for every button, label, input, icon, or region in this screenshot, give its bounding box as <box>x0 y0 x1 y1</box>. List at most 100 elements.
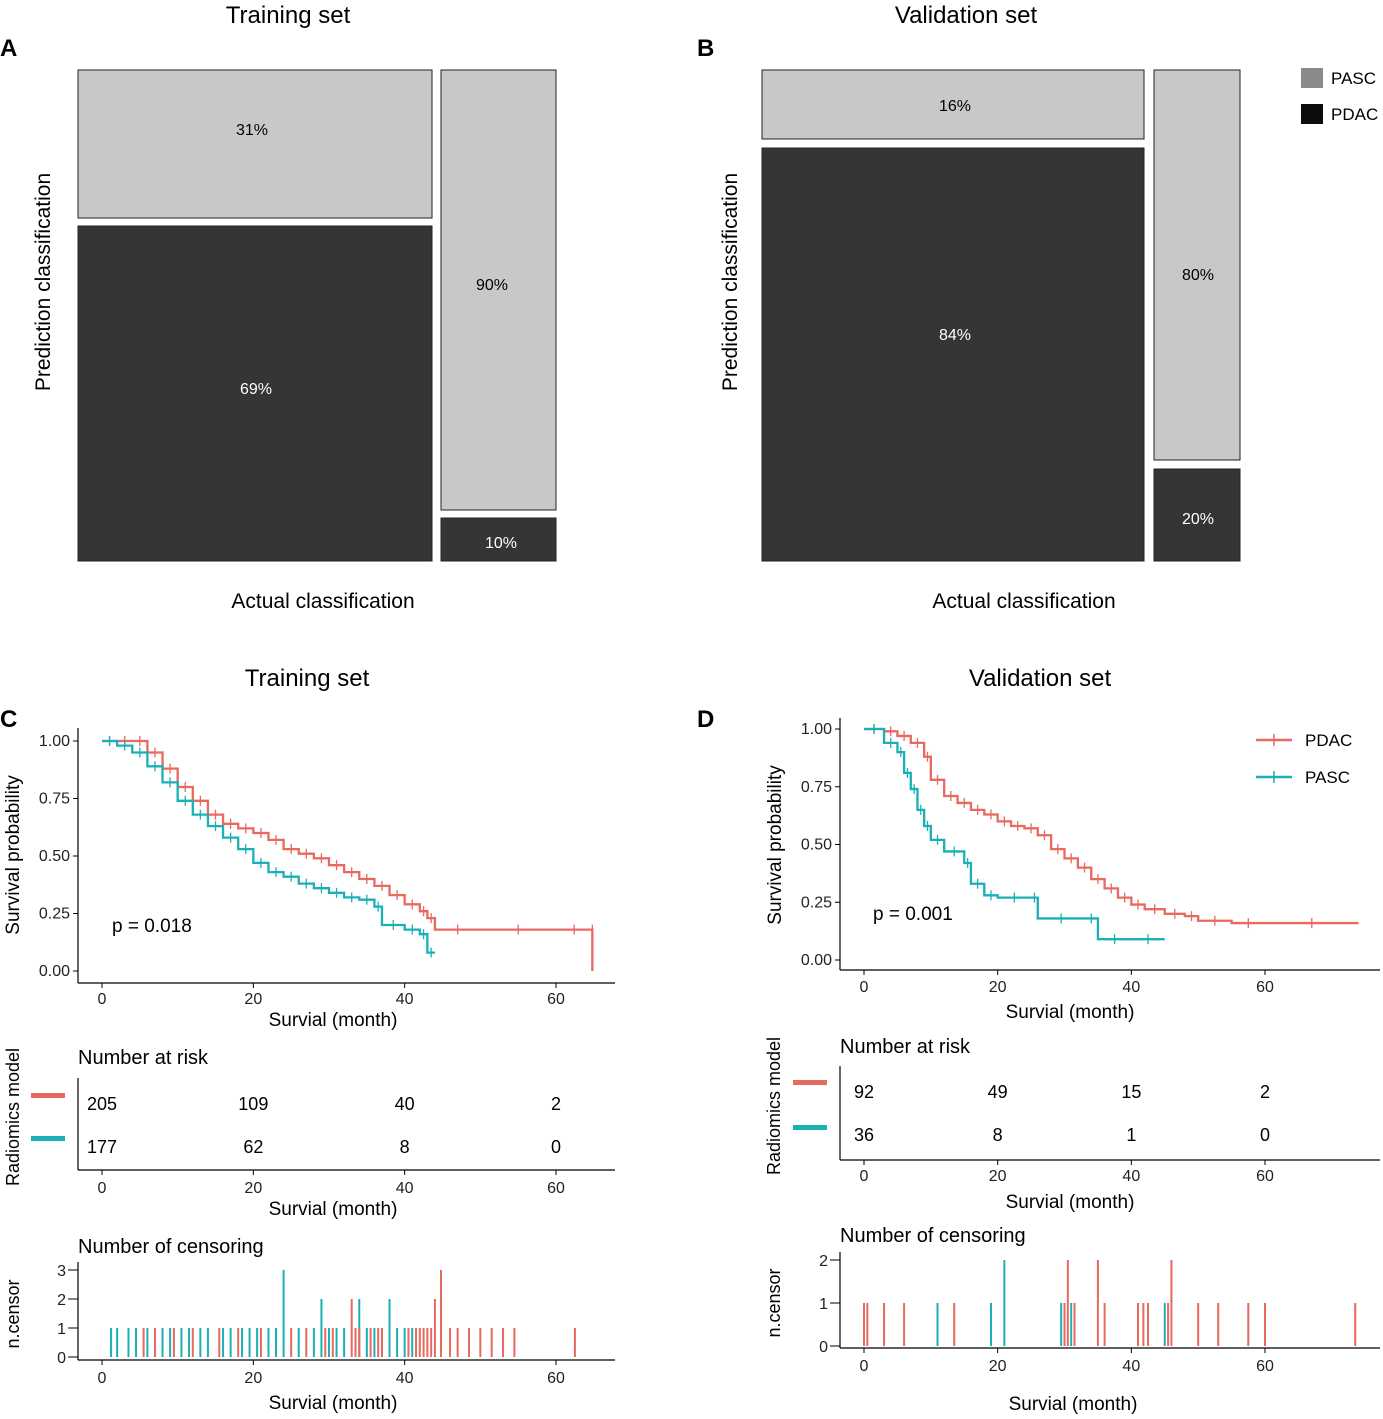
mosaic-a-label-90: 90% <box>476 277 508 294</box>
km-d-pvalue: p = 0.001 <box>873 904 953 925</box>
mosaic-b-xlabel: Actual classification <box>932 590 1115 613</box>
risk-d-cell-pdac: 2 <box>1260 1082 1270 1102</box>
km-c-xlabel: Survial (month) <box>269 1010 398 1031</box>
censor-d-xtick-label: 20 <box>989 1358 1007 1375</box>
censor-c-ylabel: n.censor <box>3 1279 23 1348</box>
risk-d-cell-pasc: 0 <box>1260 1125 1270 1145</box>
censor-c-ytick-label: 3 <box>57 1263 66 1280</box>
censor-d-ytick-label: 1 <box>819 1296 828 1313</box>
km-c-ytick-label: 0.00 <box>39 963 70 980</box>
censor-c-ytick-label: 0 <box>57 1350 66 1367</box>
censor-d-title: Number of censoring <box>840 1225 1026 1247</box>
risk-c-cell-pasc: 8 <box>400 1137 410 1157</box>
censor-d-xlabel: Survial (month) <box>1009 1394 1138 1415</box>
censor-c-ytick-label: 1 <box>57 1321 66 1338</box>
risk-c-xtick-label: 40 <box>396 1180 414 1197</box>
km-c-xtick-label: 60 <box>547 991 565 1008</box>
km-d-curves <box>864 724 1359 945</box>
km-legend-pasc-label: PASC <box>1305 768 1350 787</box>
km-c-pvalue: p = 0.018 <box>112 916 192 937</box>
mosaic-b-cell-pdac-pdac <box>761 147 1145 562</box>
mosaic-b-title: Validation set <box>895 2 1038 29</box>
risk-d-cell-pdac: 92 <box>854 1082 874 1102</box>
censor-c-xtick-label: 0 <box>98 1370 107 1387</box>
censor-c-xtick-label: 60 <box>547 1370 565 1387</box>
km-c-ylabel: Survival probability <box>3 775 24 935</box>
mosaic-a: Training set Actual classification Predi… <box>32 2 557 613</box>
km-c-xtick-label: 0 <box>98 991 107 1008</box>
risk-d-xtick-label: 0 <box>860 1168 869 1185</box>
mosaic-a-xlabel: Actual classification <box>231 590 414 613</box>
censor-c-ytick-label: 2 <box>57 1292 66 1309</box>
km-legend: PDAC PASC <box>1256 731 1352 787</box>
mosaic-a-title: Training set <box>226 2 351 29</box>
risk-c-pdac-marker <box>31 1093 65 1098</box>
risk-d-cell-pasc: 36 <box>854 1125 874 1145</box>
mosaic-a-cell-pasc-pdac <box>440 517 557 562</box>
censor-c-title: Number of censoring <box>78 1236 264 1258</box>
risk-c-cells: 205 109 40 2 177 62 8 0 0 20 40 60 <box>87 1094 565 1197</box>
censor-d-xtick-label: 60 <box>1256 1358 1274 1375</box>
censor-d-ytick-label: 2 <box>819 1253 828 1270</box>
km-d-xtick-label: 60 <box>1256 979 1274 996</box>
legend-label-pasc: PASC <box>1331 69 1376 88</box>
risk-c-cell-pasc: 0 <box>551 1137 561 1157</box>
risk-d-pdac-marker <box>793 1080 827 1085</box>
risk-d-xtick-label: 20 <box>989 1168 1007 1185</box>
km-c-xtick-label: 40 <box>396 991 414 1008</box>
risk-c-xtick-label: 60 <box>547 1180 565 1197</box>
censor-c-xtick-label: 20 <box>244 1370 262 1387</box>
censor-c-xlabel: Survial (month) <box>269 1393 398 1414</box>
km-d-ylabel: Survival probability <box>765 765 786 925</box>
mosaic-b-label-84: 84% <box>939 327 971 344</box>
censor-d-ylabel: n.censor <box>764 1268 784 1337</box>
km-d: Validation set Survival probability Surv… <box>764 665 1380 1415</box>
legend-label-pdac: PDAC <box>1331 105 1378 124</box>
km-d-curve-pdac <box>864 727 1359 925</box>
mosaic-b-cell-pdac-pasc <box>761 69 1145 140</box>
censor-d-xtick-label: 0 <box>860 1358 869 1375</box>
mosaic-a-label-31: 31% <box>236 122 268 139</box>
risk-d-cell-pdac: 15 <box>1121 1082 1141 1102</box>
risk-d-xlabel: Survial (month) <box>1006 1192 1135 1213</box>
km-d-xlabel: Survial (month) <box>1006 1002 1135 1023</box>
risk-d-cell-pasc: 8 <box>993 1125 1003 1145</box>
risk-c-cell-pdac: 205 <box>87 1094 117 1114</box>
km-c-ytick-label: 0.25 <box>39 906 70 923</box>
risk-d-xtick-label: 60 <box>1256 1168 1274 1185</box>
risk-c-xtick-label: 20 <box>244 1180 262 1197</box>
mosaic-b-cell-pasc-pasc <box>1153 69 1241 461</box>
km-c-title: Training set <box>245 665 370 692</box>
mosaic-legend: PASC PDAC <box>1301 68 1378 124</box>
mosaic-a-cell-pasc-pasc <box>440 69 557 511</box>
risk-c-xlabel: Survial (month) <box>269 1199 398 1220</box>
risk-d-pasc-marker <box>793 1125 827 1130</box>
km-legend-pdac-label: PDAC <box>1305 731 1352 750</box>
risk-d-cell-pasc: 1 <box>1126 1125 1136 1145</box>
panel-label-d: D <box>697 706 714 733</box>
risk-c-cell-pdac: 40 <box>395 1094 415 1114</box>
km-c-ytick-label: 1.00 <box>39 733 70 750</box>
mosaic-a-ylabel: Prediction classification <box>32 173 55 391</box>
panel-label-c: C <box>0 706 17 733</box>
risk-c-xtick-label: 0 <box>98 1180 107 1197</box>
censor-d-ytick-label: 0 <box>819 1339 828 1356</box>
km-d-xtick-label: 0 <box>860 979 869 996</box>
km-c-ytick-label: 0.50 <box>39 848 70 865</box>
risk-d-cell-pdac: 49 <box>988 1082 1008 1102</box>
mosaic-b: Validation set Actual classification Pre… <box>719 2 1378 613</box>
km-d-ytick-label: 0.50 <box>801 837 832 854</box>
km-c-yticks: 0.00 0.25 0.50 0.75 1.00 <box>39 733 78 980</box>
km-d-xticks: 0 20 40 60 <box>860 970 1274 996</box>
km-d-title: Validation set <box>969 665 1112 692</box>
risk-d-title: Number at risk <box>840 1036 971 1058</box>
km-d-xtick-label: 20 <box>989 979 1007 996</box>
mosaic-b-cell-pasc-pdac <box>1153 468 1241 562</box>
km-d-ytick-label: 1.00 <box>801 721 832 738</box>
mosaic-a-label-69: 69% <box>240 381 272 398</box>
risk-c-ylabel: Radiomics model <box>3 1048 23 1186</box>
risk-c-cell-pdac: 109 <box>238 1094 268 1114</box>
risk-d-ylabel: Radiomics model <box>764 1037 784 1175</box>
